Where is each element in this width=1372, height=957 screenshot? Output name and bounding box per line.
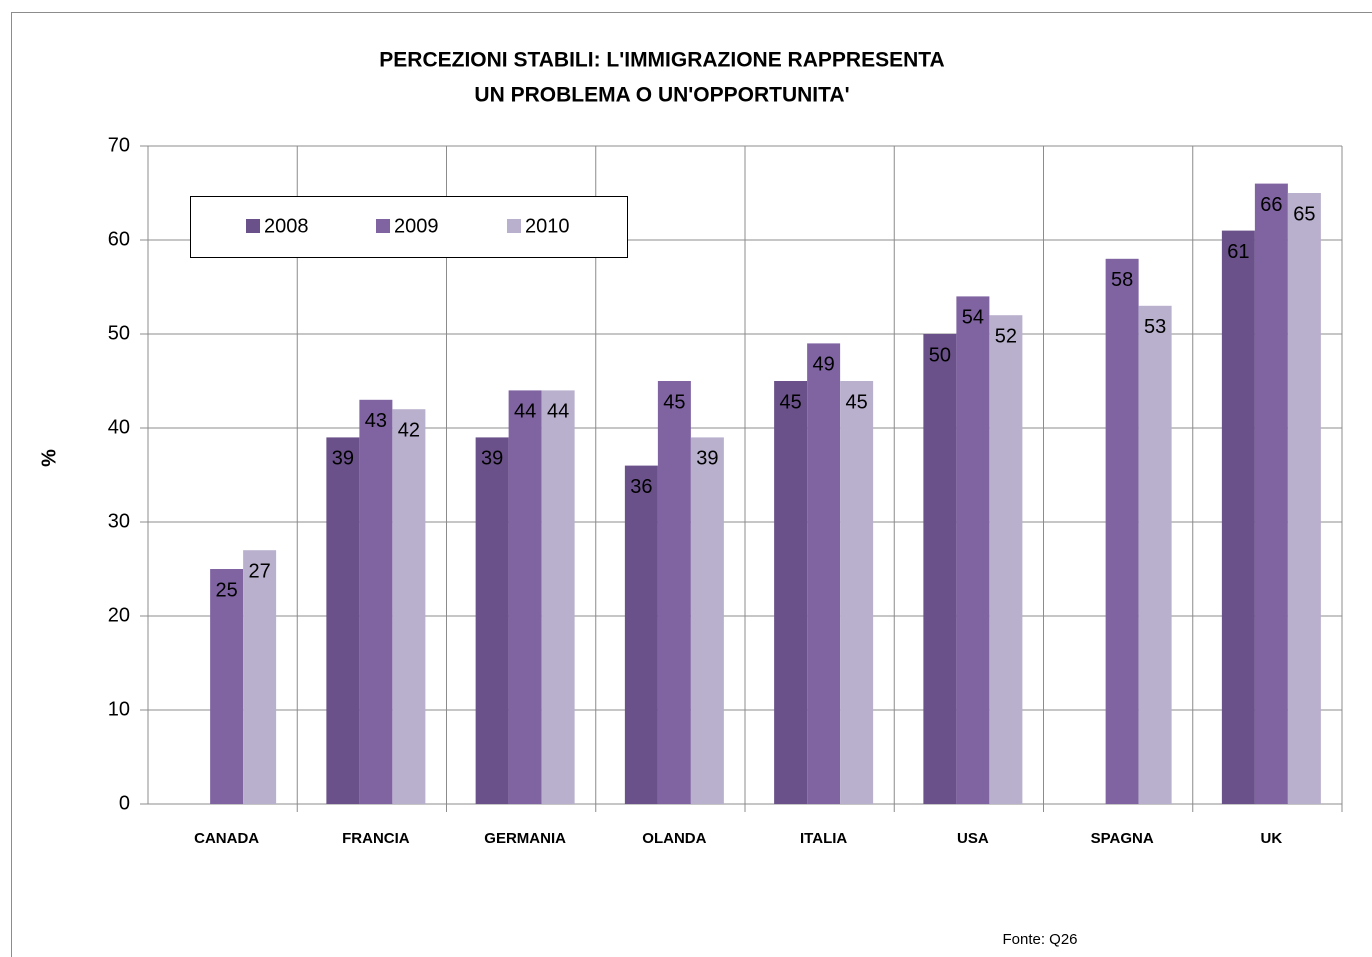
bar bbox=[624, 465, 658, 804]
bar bbox=[508, 390, 542, 804]
bar bbox=[541, 390, 575, 804]
data-label: 39 bbox=[332, 448, 354, 470]
y-axis-label: % bbox=[38, 449, 60, 467]
y-tick-label: 50 bbox=[108, 322, 130, 344]
y-tick-label: 70 bbox=[108, 134, 130, 156]
bar bbox=[1138, 305, 1172, 804]
bar bbox=[989, 315, 1023, 804]
x-tick-label: USA bbox=[957, 830, 989, 847]
x-tick-label: OLANDA bbox=[642, 830, 706, 847]
bar bbox=[1105, 258, 1139, 804]
chart-title: PERCEZIONI STABILI: L'IMMIGRAZIONE RAPPR… bbox=[379, 49, 944, 72]
bar bbox=[774, 381, 808, 804]
bar bbox=[243, 550, 277, 804]
data-label: 25 bbox=[216, 579, 238, 601]
x-tick-label: SPAGNA bbox=[1091, 830, 1154, 847]
bar bbox=[475, 437, 509, 804]
bar bbox=[326, 437, 360, 804]
x-tick-label: UK bbox=[1261, 830, 1283, 847]
data-label: 54 bbox=[962, 307, 984, 329]
legend-swatch bbox=[507, 219, 521, 233]
data-label: 27 bbox=[249, 560, 271, 582]
data-label: 44 bbox=[547, 401, 569, 423]
bar bbox=[359, 399, 393, 804]
bar bbox=[1287, 193, 1321, 804]
data-label: 45 bbox=[780, 391, 802, 413]
bar bbox=[807, 343, 841, 804]
data-label: 65 bbox=[1293, 203, 1315, 225]
y-tick-label: 20 bbox=[108, 604, 130, 626]
x-tick-label: FRANCIA bbox=[342, 830, 410, 847]
x-tick-label: GERMANIA bbox=[484, 830, 566, 847]
y-tick-label: 40 bbox=[108, 416, 130, 438]
data-label: 39 bbox=[481, 448, 503, 470]
bar bbox=[657, 381, 691, 804]
bar bbox=[840, 381, 874, 804]
y-tick-label: 0 bbox=[119, 792, 130, 814]
data-label: 49 bbox=[813, 354, 835, 376]
bar bbox=[392, 409, 426, 804]
data-label: 50 bbox=[929, 344, 951, 366]
chart-title: UN PROBLEMA O UN'OPPORTUNITA' bbox=[474, 84, 849, 107]
bar bbox=[1221, 230, 1255, 805]
data-label: 45 bbox=[663, 391, 685, 413]
source-note: Fonte: Q26 bbox=[1002, 931, 1077, 948]
legend-label: 2009 bbox=[394, 215, 439, 237]
legend-swatch bbox=[246, 219, 260, 233]
y-tick-label: 60 bbox=[108, 228, 130, 250]
legend-swatch bbox=[376, 219, 390, 233]
legend-box bbox=[190, 196, 628, 258]
bar bbox=[1254, 183, 1288, 805]
y-tick-label: 10 bbox=[108, 698, 130, 720]
data-label: 44 bbox=[514, 401, 536, 423]
bar bbox=[690, 437, 724, 804]
data-label: 43 bbox=[365, 410, 387, 432]
data-label: 36 bbox=[630, 476, 652, 498]
data-label: 45 bbox=[846, 391, 868, 413]
data-label: 61 bbox=[1227, 241, 1249, 263]
data-label: 53 bbox=[1144, 316, 1166, 338]
data-label: 58 bbox=[1111, 269, 1133, 291]
bar bbox=[210, 569, 244, 804]
x-tick-label: ITALIA bbox=[800, 830, 847, 847]
y-tick-label: 30 bbox=[108, 510, 130, 532]
data-label: 52 bbox=[995, 325, 1017, 347]
bar bbox=[956, 296, 990, 804]
x-tick-label: CANADA bbox=[194, 830, 259, 847]
data-label: 42 bbox=[398, 419, 420, 441]
legend-label: 2010 bbox=[525, 215, 570, 237]
bar bbox=[923, 334, 957, 804]
legend-label: 2008 bbox=[264, 215, 309, 237]
data-label: 39 bbox=[696, 448, 718, 470]
data-label: 66 bbox=[1260, 194, 1282, 216]
